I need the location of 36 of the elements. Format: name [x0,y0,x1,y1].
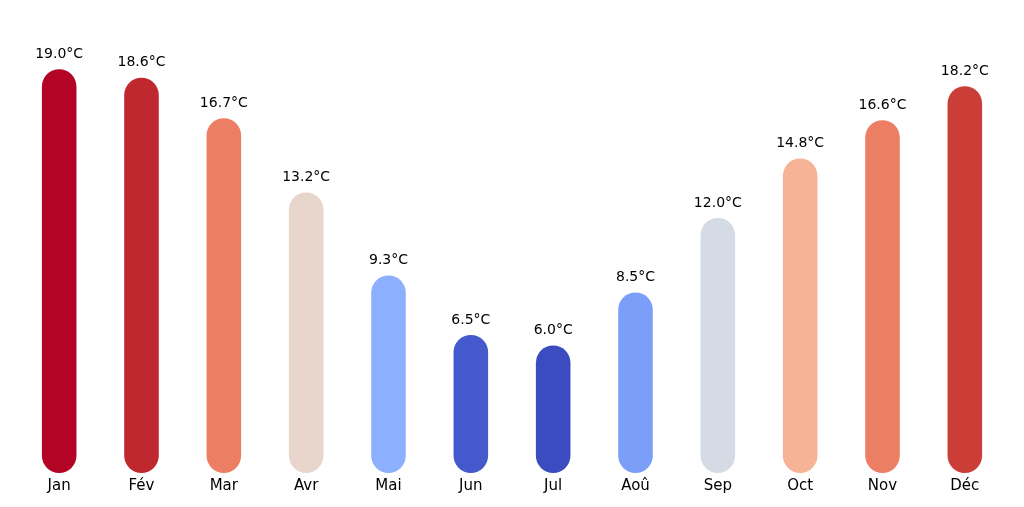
bar [124,77,159,473]
data-label: 6.5°C [451,310,491,327]
bar [865,120,900,473]
bar [535,345,571,473]
bar [206,118,242,473]
bar [618,292,653,473]
bar [947,86,983,473]
bar [782,158,818,473]
bar [700,218,736,473]
data-label: 13.2°C [282,168,331,185]
x-tick-label: Jan [46,475,71,494]
x-tick-label: Fév [128,475,155,494]
x-tick-label: Nov [867,475,898,494]
x-tick-label: Jul [543,475,563,494]
data-label: 16.6°C [858,95,907,112]
x-tick-label: Mai [375,475,402,494]
data-label: 6.0°C [533,321,573,338]
data-label: 8.5°C [615,268,656,285]
data-label: 18.6°C [117,53,166,70]
data-label: 9.3°C [368,251,409,268]
x-tick-label: Sep [703,475,732,494]
x-tick-label: Mar [209,475,239,494]
data-label: 12.0°C [693,193,743,210]
bar [453,334,489,473]
bar [41,69,77,473]
x-tick-label: Aoû [621,475,650,494]
x-tick-label: Avr [293,475,320,494]
x-tick-label: Déc [950,475,980,494]
data-label: 14.8°C [776,134,825,151]
x-tick-label: Oct [787,475,814,494]
bar [371,275,406,473]
data-label: 19.0°C [35,44,84,61]
data-label: 18.2°C [940,61,990,78]
data-label: 16.7°C [199,93,249,110]
x-tick-label: Jun [458,475,483,494]
bar [288,192,324,473]
